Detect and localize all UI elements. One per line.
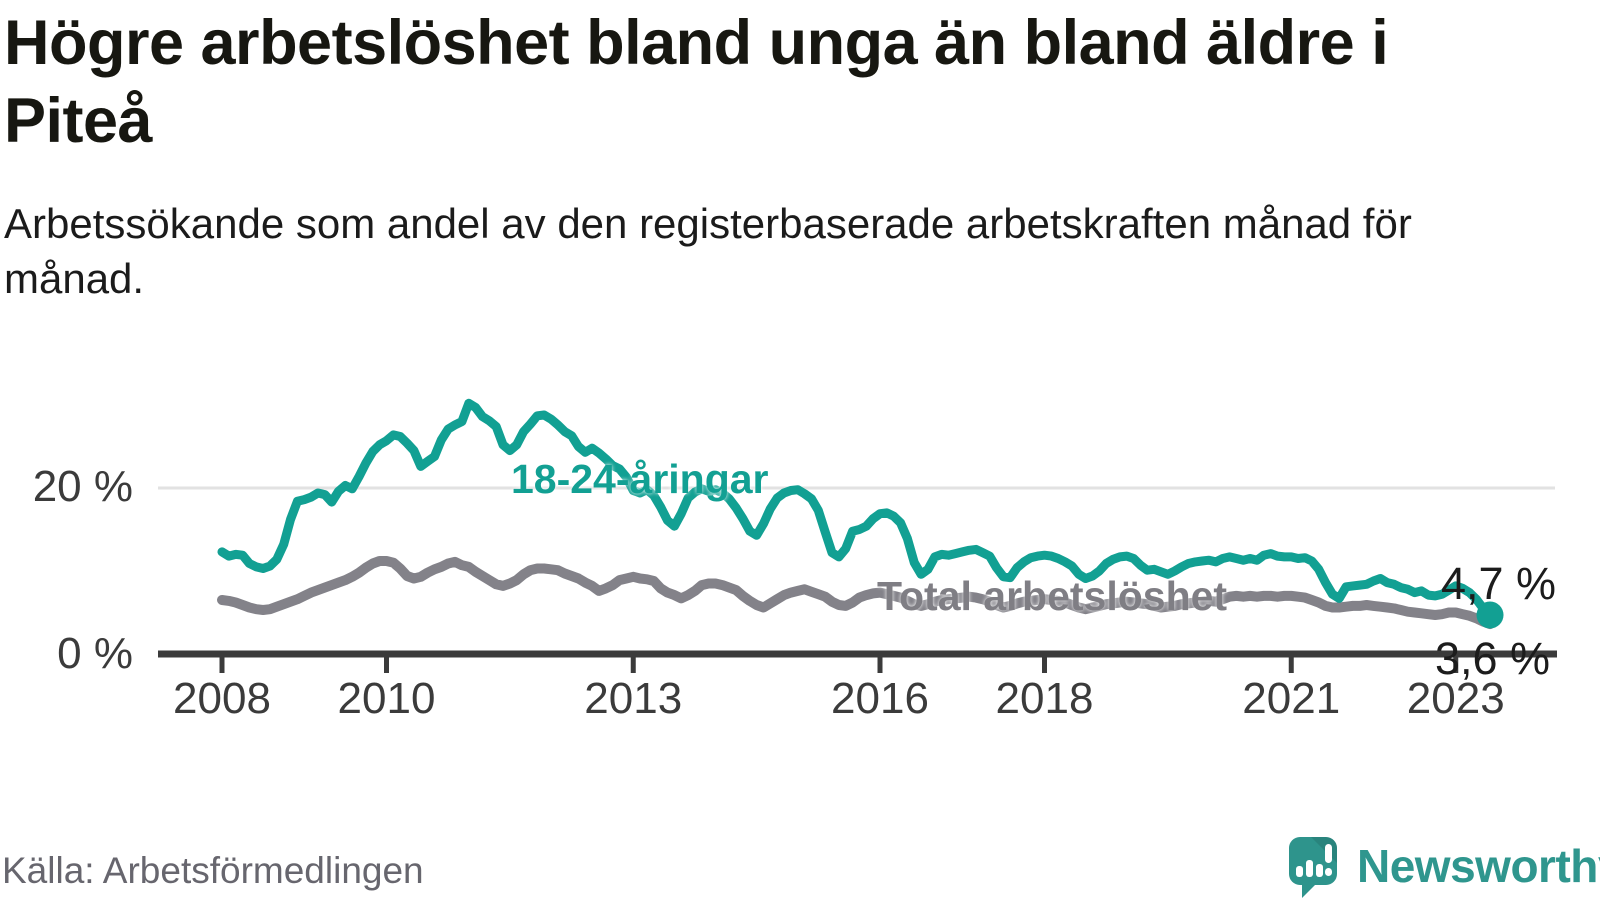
end-value-label-youth: 4,7 %: [1441, 558, 1557, 609]
x-axis-label-2008: 2008: [173, 674, 271, 723]
end-value-label-total: 3,6 %: [1435, 633, 1551, 684]
x-axis-label-2010: 2010: [337, 674, 436, 723]
logo-fold-decoration: [1311, 837, 1337, 863]
series-label-total: Total arbetslöshet: [877, 573, 1228, 619]
x-axis-label-2018: 2018: [995, 674, 1094, 723]
youth-unemployment-line: [217, 398, 1495, 620]
brand-name: Newsworthy: [1357, 840, 1600, 892]
y-axis-label-0: 0 %: [57, 629, 133, 678]
source-attribution: Källa: Arbetsförmedlingen: [2, 850, 424, 891]
x-axis-label-2023: 2023: [1406, 674, 1505, 723]
y-axis-label-20: 20 %: [32, 462, 133, 511]
logo-exclamation-icon: [1325, 844, 1332, 863]
x-axis-label-2021: 2021: [1242, 674, 1341, 723]
logo-speech-tail: [1302, 883, 1317, 898]
logo-bar-icon: [1296, 866, 1303, 877]
newsworthy-speech-bubble-bar-chart-icon: [1289, 837, 1337, 885]
youth-series-end-dot: [1476, 601, 1504, 629]
logo-bar-icon: [1316, 864, 1323, 877]
page-subtitle: Arbetssökande som andel av den registerb…: [4, 200, 1412, 303]
newsworthy-logo: Newsworthy: [1289, 837, 1600, 899]
total-unemployment-line: [217, 556, 1495, 630]
page-title: Högre arbetslöshet bland unga än bland ä…: [4, 8, 1389, 157]
x-axis-label-2013: 2013: [584, 674, 683, 723]
logo-exclamation-dot-icon: [1325, 868, 1332, 876]
logo-bar-icon: [1306, 860, 1313, 877]
x-axis-label-2016: 2016: [831, 674, 929, 723]
series-label-youth: 18-24-åringar: [511, 456, 769, 502]
